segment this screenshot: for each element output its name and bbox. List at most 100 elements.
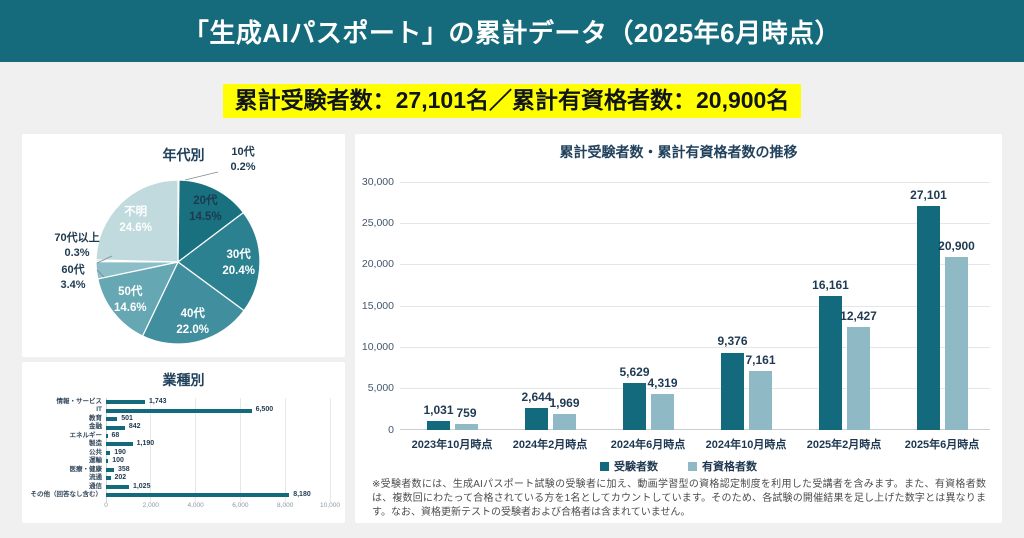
bar-value-label: 9,376 [717,334,748,349]
bar-value-label: 5,629 [619,365,650,380]
trend-x-tick-label: 2024年2月時点 [512,439,588,451]
industry-row-label: その他（回答なし含む） [30,490,103,498]
bar-value-label: 20,900 [938,239,975,254]
pie-slice-7 [95,179,179,263]
industry-bar [106,417,118,422]
industry-gridline [329,398,331,502]
trend-gridline [400,388,990,390]
trend-x-tick-label: 2024年10月時点 [705,439,787,451]
bar-value-label: 1,031 [423,403,454,418]
trend-y-tick-label: 30,000 [361,175,394,188]
industry-bar-value: 8,180 [293,490,311,498]
industry-row-label: 流通 [89,474,102,482]
summary-highlight: 累計受験者数：27,101名／累計有資格者数：20,900名 [222,84,802,118]
trend-gridline [400,305,990,307]
bar-qualified [553,413,576,430]
pie-inside-label: 30代 20.4% [222,248,255,277]
bar-value-label: 7,161 [745,352,776,367]
bar-value-label: 16,161 [812,278,849,293]
industry-row-label: 公共 [89,448,102,456]
industry-bar [106,450,111,455]
bar-qualified [651,394,674,430]
industry-gridline [239,398,241,502]
industry-gridline [105,398,107,502]
trend-gridline [400,429,990,430]
bar-examinees [427,421,450,430]
page-title: 「生成AIパスポート」の累計データ（2025年6月時点） [182,17,842,48]
trend-gridline [400,264,990,266]
bar-qualified [749,370,772,430]
legend-label: 受験者数 [614,461,658,473]
trend-plot-area: 0 5,000 10,000 15,000 20,000 25,000 30,000 1,03… [362,176,990,436]
age-pie-chart [95,171,261,345]
header-banner: 「生成AIパスポート」の累計データ（2025年6月時点） [0,0,1024,62]
age-pie-title: 年代別 [162,147,205,163]
industry-bar-value: 1,025 [132,482,151,490]
bar-examinees [819,296,842,430]
industry-x-tick-label: 6,000 [232,502,249,509]
industry-row-label: 医療・健康 [69,465,103,473]
industry-x-tick-label: 8,000 [277,502,294,509]
bar-examinees [623,383,646,430]
trend-y-tick-label: 10,000 [361,340,394,353]
industry-bar-value: 202 [114,474,127,482]
legend-item: 受験者数 [600,458,658,474]
industry-row-label: 製造 [89,440,102,448]
footnote-text: ※受験者数には、生成AIパスポート試験の受験者に加え、動画学習型の資格認定制度を… [372,479,986,518]
industry-bar [106,484,129,489]
industry-bar [106,442,133,447]
industry-bar-title: 業種別 [162,372,205,388]
age-pie-card: 年代別 10代 0.2% 20代 14.5% 30代 20.4% 40代 22.0% 50代 14… [22,134,345,357]
trend-x-tick-label: 2025年2月時点 [806,439,882,451]
industry-gridline [150,398,152,502]
bar-qualified [847,327,870,430]
pie-inside-label: 20代 14.5% [189,194,222,223]
industry-row-label: 金融 [89,423,102,431]
pie-inside-label: 不明 24.6% [119,205,152,234]
bar-examinees [721,352,744,430]
industry-x-tick-label: 2,000 [142,502,159,509]
industry-row-label: IT [96,406,102,414]
trend-chart-title: 累計受験者数・累計有資格者数の推移 [559,144,798,160]
industry-bar [106,400,146,405]
industry-bar [106,434,108,438]
bar-value-label: 2,644 [521,390,552,405]
pie-slice-4 [97,261,179,337]
bar-value-label: 4,319 [647,376,678,391]
industry-bar-value: 6,500 [255,406,274,414]
trend-x-tick-label: 2025年6月時点 [904,439,980,451]
pie-outside-label: 70代以上 0.3% [54,232,100,259]
industry-bar [106,476,111,481]
industry-gridline [284,398,286,502]
trend-x-tick-label: 2023年10月時点 [411,439,493,451]
industry-bar-value: 501 [121,414,133,422]
pie-slice-1 [177,179,244,263]
pie-leader-line [184,171,219,181]
industry-gridline [195,398,197,502]
industry-bar-value: 358 [118,465,130,473]
industry-row-label: エネルギー [69,431,103,439]
trend-y-tick-label: 0 [388,423,394,436]
industry-row-label: 情報・サービス [56,398,103,405]
legend-item: 有資格者数 [688,458,757,474]
trend-y-tick-label: 5,000 [367,382,394,395]
industry-bar-value: 1,743 [149,398,167,405]
bar-qualified [455,423,478,430]
pie-leader-line [96,269,105,278]
pie-outside-label: 10代 0.2% [230,146,256,173]
bar-examinees [917,205,940,430]
trend-y-tick-label: 15,000 [361,299,394,312]
industry-bar-card: 業種別 0 2,000 4,000 6,000 8,000 10,000 情報・サービス 1,… [22,362,345,523]
trend-y-tick-label: 20,000 [361,258,394,271]
trend-chart-card: 累計受験者数・累計有資格者数の推移 0 5,000 10,000 15,000 20,0… [355,134,1002,523]
trend-y-tick-label: 25,000 [361,216,394,229]
industry-bar-value: 100 [112,457,124,465]
trend-legend: 受験者数 有資格者数 [355,458,1002,474]
industry-bar [106,459,109,464]
industry-bar-value: 1,190 [136,440,155,448]
legend-swatch [688,461,697,471]
trend-x-tick-label: 2024年6月時点 [610,439,686,451]
bar-value-label: 27,101 [910,187,947,202]
industry-x-tick-label: 10,000 [320,502,340,509]
industry-bar-value: 190 [114,448,126,456]
